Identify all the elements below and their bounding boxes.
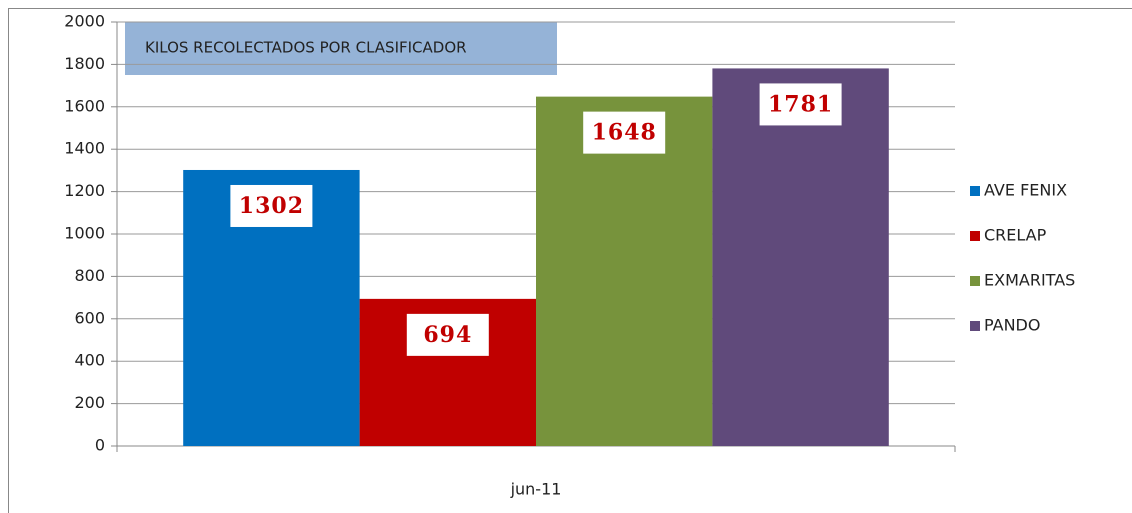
y-tick-label: 1600 [64, 96, 105, 115]
y-tick-label: 400 [74, 351, 105, 370]
value-label-box [759, 83, 842, 126]
y-tick-label: 1400 [64, 139, 105, 158]
legend-swatch [970, 276, 980, 286]
y-tick-label: 600 [74, 308, 105, 327]
legend-label: PANDO [984, 316, 1040, 335]
value-label-box [230, 184, 313, 227]
value-label-box [583, 111, 666, 154]
legend-swatch [970, 321, 980, 331]
chart-title: KILOS RECOLECTADOS POR CLASIFICADOR [145, 39, 467, 57]
value-label: 1781 [768, 91, 833, 117]
bar [536, 96, 713, 447]
legend-swatch [970, 186, 980, 196]
legend-label: EXMARITAS [984, 271, 1075, 290]
y-tick-label: 2000 [64, 12, 105, 31]
y-tick-label: 200 [74, 393, 105, 412]
y-tick-label: 1800 [64, 54, 105, 73]
bar [712, 68, 889, 446]
legend-label: AVE FENIX [984, 181, 1067, 200]
value-label: 694 [423, 322, 472, 348]
value-label: 1302 [239, 193, 304, 219]
y-tick-label: 0 [95, 436, 105, 455]
legend-swatch [970, 231, 980, 241]
legend-label: CRELAP [984, 226, 1047, 245]
y-tick-label: 1000 [64, 224, 105, 243]
y-tick-label: 800 [74, 266, 105, 285]
value-label: 1648 [592, 120, 657, 146]
value-label-box [406, 313, 489, 356]
x-tick-label: jun-11 [510, 480, 562, 499]
title-box [125, 22, 557, 75]
y-tick-label: 1200 [64, 181, 105, 200]
